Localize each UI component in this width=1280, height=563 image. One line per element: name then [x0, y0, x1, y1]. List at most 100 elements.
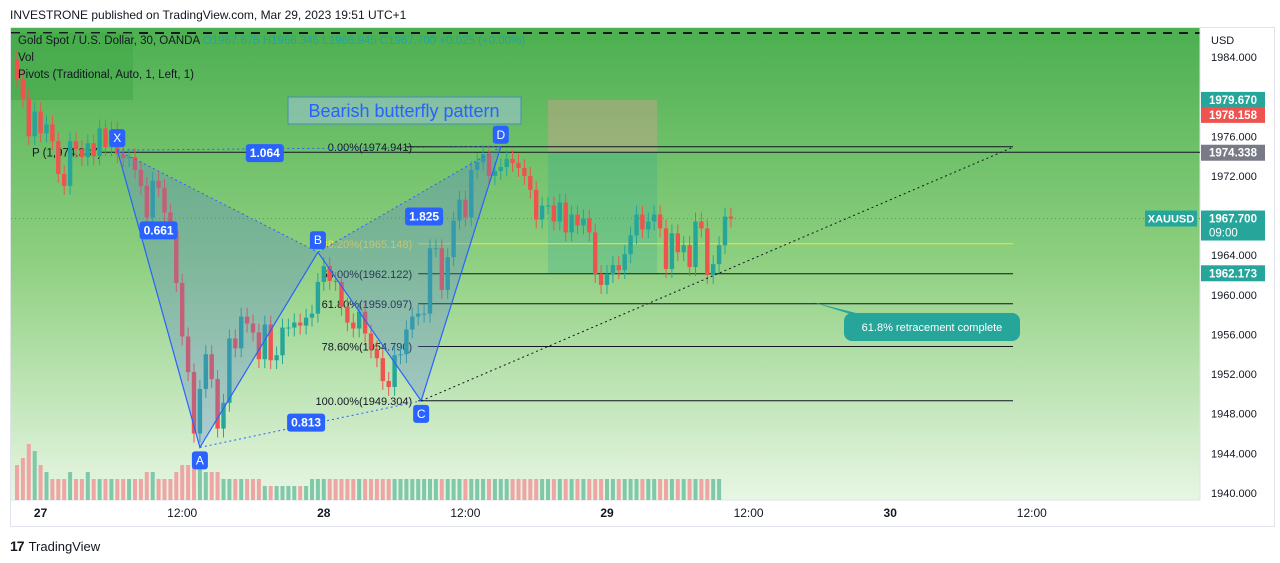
candle-body — [14, 58, 20, 79]
candle-body — [539, 205, 545, 220]
volume-bar — [44, 472, 49, 500]
y-tick-label: 1976.000 — [1211, 131, 1257, 143]
volume-bar — [551, 479, 556, 500]
volume-bar — [20, 458, 25, 500]
candle-body — [197, 388, 203, 434]
chart-frame[interactable] — [10, 27, 1275, 527]
candle-body — [622, 254, 627, 271]
x-tick-label: 28 — [317, 506, 331, 520]
y-tick-label: 1944.000 — [1211, 448, 1257, 460]
volume-bar — [398, 479, 403, 500]
candle-body — [38, 111, 43, 134]
volume-bar — [333, 479, 338, 500]
pattern-point-label: X — [113, 131, 121, 145]
candle-body — [286, 327, 291, 329]
candle-body — [705, 228, 710, 275]
candle-body — [716, 245, 722, 265]
candle-body — [268, 324, 273, 361]
volume-bar — [363, 479, 368, 500]
legend-shade — [11, 33, 133, 100]
volume-bar — [133, 479, 137, 500]
volume-bar — [504, 479, 509, 500]
candle-body — [345, 306, 350, 323]
pattern-point-label: C — [417, 407, 426, 421]
volume-bar — [274, 486, 279, 500]
candle-body — [162, 187, 167, 213]
candle-body — [593, 232, 598, 275]
volume-bar — [180, 465, 185, 500]
candle-body — [174, 230, 179, 283]
callout-box — [844, 313, 1020, 341]
y-tick-label: 1940.000 — [1211, 488, 1257, 500]
volume-bar — [481, 479, 486, 500]
currency-label: USD — [1211, 35, 1234, 47]
volume-bar — [109, 479, 114, 500]
candle-body — [250, 323, 256, 333]
candle-body — [150, 180, 155, 218]
candle-body — [575, 214, 580, 226]
volume-bar — [646, 479, 651, 500]
x-tick-label: 12:00 — [1017, 506, 1047, 520]
volume-bar — [91, 479, 96, 500]
volume-bar — [528, 479, 533, 500]
volume-bar — [428, 479, 432, 500]
volume-bar — [610, 479, 615, 500]
ratio-badge — [405, 207, 444, 226]
volume-bar — [174, 472, 179, 500]
candle-body — [256, 332, 262, 360]
x-tick-label: 12:00 — [734, 506, 764, 520]
candle-body — [534, 189, 539, 220]
candle-body — [215, 379, 220, 429]
candle-body — [475, 162, 480, 170]
candle-body — [156, 180, 161, 188]
candle-body — [233, 338, 238, 349]
legend-symbol: Gold Spot / U.S. Dollar, 30, OANDA — [18, 35, 200, 47]
candle-body — [652, 214, 657, 222]
volume-bar — [634, 479, 639, 500]
legend-high: H1968.345 — [262, 35, 320, 47]
candle-body — [20, 78, 26, 99]
volume-bar — [392, 479, 397, 500]
volume-bar — [664, 479, 668, 500]
volume-bar — [540, 479, 545, 500]
volume-bar — [457, 479, 462, 500]
x-tick-label: 30 — [884, 506, 898, 520]
candle-body — [433, 248, 439, 250]
candle-body — [416, 313, 421, 317]
price-tag-countdown: 09:00 — [1209, 228, 1238, 240]
candle-body — [239, 316, 244, 349]
volume-bar — [56, 479, 61, 500]
volume-bar — [97, 479, 102, 500]
volume-bar — [50, 479, 55, 500]
volume-bar — [79, 479, 84, 500]
candle-body — [545, 205, 551, 207]
volume-bar — [369, 479, 373, 500]
candle-body — [675, 233, 680, 253]
candle-body — [32, 111, 37, 137]
volume-bar — [593, 479, 598, 500]
pattern-title-box — [287, 96, 522, 125]
candle-body — [209, 354, 214, 380]
price-tag — [1201, 91, 1265, 108]
candle-body — [303, 317, 309, 326]
volume-bar — [546, 479, 550, 500]
volume-bar — [669, 479, 674, 500]
volume-bar — [705, 479, 710, 500]
ratio-label: 0.661 — [144, 223, 174, 237]
candle-body — [681, 245, 686, 253]
candle-body — [221, 402, 226, 429]
candle-body — [711, 264, 716, 275]
y-tick-label: 1964.000 — [1211, 250, 1257, 262]
volume-bar — [121, 479, 126, 500]
volume-bar — [451, 479, 456, 500]
candle-body — [292, 322, 297, 328]
candle-body — [180, 282, 185, 337]
volume-bar — [280, 486, 285, 500]
candle-body — [333, 280, 338, 282]
legend-volume: Vol — [18, 52, 34, 64]
candle-body — [327, 266, 332, 281]
volume-bar — [652, 479, 657, 500]
candle-body — [244, 316, 250, 324]
candle-body — [132, 157, 138, 170]
